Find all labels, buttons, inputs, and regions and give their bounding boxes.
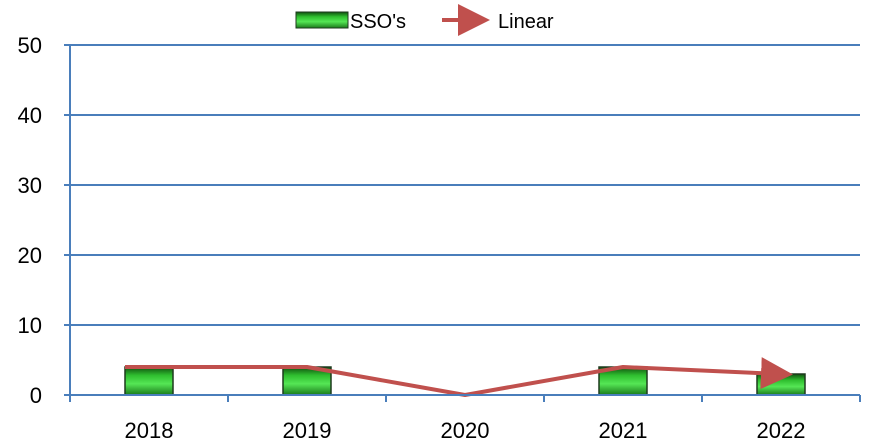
legend-swatch-sso [295, 11, 349, 29]
x-tick-label: 2021 [599, 418, 648, 443]
axes [64, 45, 861, 402]
legend-label-sso: SSO's [350, 11, 406, 33]
y-tick-label: 40 [18, 103, 42, 128]
y-tick-label: 10 [18, 313, 42, 338]
x-tick-label: 2022 [757, 418, 806, 443]
y-tick-label: 30 [18, 173, 42, 198]
x-tick-label: 2018 [125, 418, 174, 443]
y-tick-label: 0 [30, 383, 42, 408]
bar-sso [124, 366, 174, 396]
bar-sso [756, 373, 806, 396]
y-tick-label: 20 [18, 243, 42, 268]
x-tick-labels: 2018 2019 2020 2021 2022 [125, 418, 806, 443]
series-line-linear [125, 357, 793, 397]
legend-item-sso: SSO's [295, 11, 406, 33]
trend-line [125, 357, 793, 397]
x-tick-label: 2019 [283, 418, 332, 443]
gridlines [64, 44, 860, 326]
x-tick-label: 2020 [441, 418, 490, 443]
legend-item-linear: Linear [442, 4, 554, 36]
y-tick-label: 50 [18, 33, 42, 58]
y-tick-labels: 0 10 20 30 40 50 [18, 33, 42, 408]
legend: SSO's Linear [295, 4, 554, 36]
legend-label-linear: Linear [498, 11, 554, 33]
